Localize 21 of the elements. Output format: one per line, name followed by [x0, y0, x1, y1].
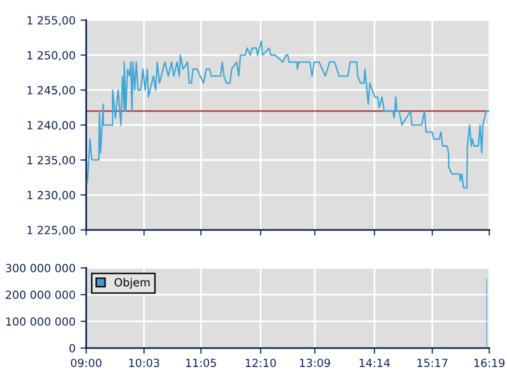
- x-tick-label: 11:05: [186, 358, 216, 368]
- x-tick-label: 09:00: [70, 358, 102, 368]
- x-tick-label: 16:19: [474, 358, 504, 368]
- y-tick-label: 1 255,00: [28, 16, 76, 26]
- x-tick-label: 15:17: [418, 358, 448, 368]
- y-tick-label: 1 245,00: [28, 86, 76, 96]
- x-tick-label: 12:10: [246, 358, 276, 368]
- x-tick-label: 14:14: [360, 358, 390, 367]
- y-tick-label: 0: [69, 344, 76, 352]
- y-tick-label: 1 225,00: [28, 226, 76, 236]
- y-tick-label: 300 000 000: [6, 264, 76, 272]
- y-tick-label: 200 000 000: [6, 290, 76, 300]
- y-tick-label: 1 250,00: [28, 51, 76, 61]
- y-tick-label: 1 240,00: [28, 120, 76, 131]
- y-tick-label: 1 235,00: [28, 156, 76, 166]
- y-tick-label: 1 230,00: [28, 190, 76, 200]
- x-tick-label: 13:09: [300, 358, 330, 368]
- x-tick-label: 10:03: [129, 358, 160, 368]
- y-tick-label: 100 000 000: [6, 317, 76, 326]
- legend-label: Objem: [114, 278, 150, 289]
- line-series: [86, 40, 490, 189]
